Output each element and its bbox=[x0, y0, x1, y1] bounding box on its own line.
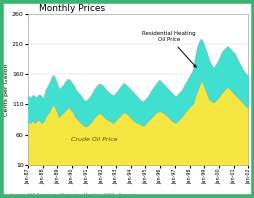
Text: Source: EIA Petroleum Marketing Monthly, 1987 - Present: Source: EIA Petroleum Marketing Monthly,… bbox=[10, 193, 135, 197]
Text: Residential Heating
Oil Price: Residential Heating Oil Price bbox=[141, 31, 195, 67]
Text: Crude Oil Price: Crude Oil Price bbox=[71, 137, 118, 142]
Y-axis label: Cents per Gallon: Cents per Gallon bbox=[4, 63, 9, 116]
Text: Monthly Prices: Monthly Prices bbox=[39, 4, 105, 13]
